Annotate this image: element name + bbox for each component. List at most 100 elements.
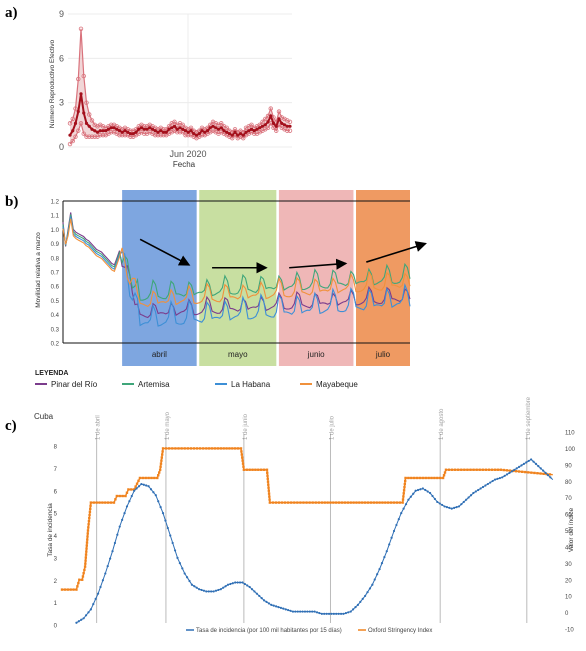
- chart-c-stringency-point: [277, 501, 281, 504]
- chart-c-stringency-point: [410, 476, 413, 480]
- chart-c-incidence-point: [260, 597, 263, 600]
- chart-c-stringency-point: [161, 453, 164, 456]
- chart-a-mean-point: [71, 129, 75, 133]
- chart-c-incidence-point: [445, 506, 449, 509]
- chart-c-incidence-point: [294, 610, 297, 613]
- chart-c-stringency-point: [87, 519, 91, 523]
- chart-a-mean-point: [183, 129, 188, 133]
- chart-c-incidence-point: [296, 610, 299, 613]
- chart-c-incidence-point: [113, 541, 117, 545]
- chart-c-incidence-point: [198, 588, 201, 591]
- chart-c-stringency-point: [542, 472, 545, 476]
- chart-c-incidence-point: [525, 461, 528, 464]
- chart-a-lower-point: [177, 130, 183, 135]
- chart-c-incidence-point: [104, 572, 107, 575]
- chart-a-mean-point: [95, 130, 100, 134]
- chart-c-stringency-point: [78, 578, 81, 581]
- chart-c-incidence-point: [484, 484, 487, 487]
- chart-a-mean-point: [208, 126, 212, 130]
- chart-c-stringency-point: [271, 501, 275, 504]
- chart-a-lower-point: [183, 132, 188, 138]
- chart-c-stringency-point: [317, 501, 320, 504]
- chart-a-ytick: 9: [59, 9, 64, 19]
- chart-c-incidence-point: [472, 491, 475, 495]
- chart-c-stringency-point: [76, 585, 79, 588]
- chart-c-incidence-point: [376, 573, 379, 576]
- chart-c-incidence-point: [542, 469, 545, 472]
- chart-c-stringency-point: [447, 468, 451, 471]
- chart-c-y1tick: 6: [54, 489, 58, 495]
- chart-c-incidence-point: [544, 471, 547, 474]
- chart-a-upper-point: [67, 121, 73, 126]
- chart-c-incidence-point: [385, 550, 388, 553]
- chart-c-incidence-point: [173, 549, 177, 552]
- chart-a-mean-point: [117, 129, 122, 133]
- chart-c-y2tick: -10: [565, 628, 574, 634]
- chart-a-mean-point: [205, 129, 210, 133]
- chart-c-stringency-point: [521, 470, 524, 473]
- chart-c-stringency-point: [472, 468, 475, 471]
- chart-c-stringency-point: [290, 501, 293, 504]
- chart-c-incidence-point: [426, 490, 429, 493]
- chart-a-lower-point: [70, 138, 75, 144]
- chart-c-stringency-point: [466, 468, 469, 471]
- chart-c-incidence-point: [532, 460, 535, 463]
- chart-c-incidence-point: [441, 503, 444, 507]
- chart-a-lower-point: [265, 125, 271, 130]
- chart-a-upper-point: [249, 122, 254, 128]
- chart-c-incidence-point: [205, 590, 208, 593]
- chart-c-incidence-point: [349, 610, 352, 613]
- chart-c-incidence-point: [373, 578, 376, 581]
- chart-c-stringency-point: [363, 501, 367, 504]
- chart-c-stringency-point: [267, 486, 270, 489]
- chart-b-series-1: [62, 214, 411, 301]
- chart-c-stringency-point: [508, 469, 512, 472]
- chart-c-stringency-point: [210, 447, 214, 450]
- chart-c-y1tick: 2: [54, 579, 58, 585]
- chart-c-y2tick: 0: [565, 611, 569, 617]
- chart-a-mean-point: [123, 129, 127, 133]
- chart-a-mean-point: [167, 127, 171, 131]
- chart-c-stringency-point: [438, 476, 442, 480]
- chart-c-incidence-point: [101, 579, 104, 582]
- chart-c-vline-label: 1 de septiembre: [526, 396, 532, 440]
- chart-c-stringency-point: [407, 476, 410, 480]
- chart-c-stringency-point: [164, 447, 168, 450]
- chart-a-mean-point: [189, 129, 193, 133]
- chart-c-incidence-point: [412, 492, 415, 495]
- chart-c-stringency-point: [245, 468, 248, 471]
- chart-b-ytick: 0.2: [51, 342, 60, 348]
- chart-c-incidence-point: [116, 533, 119, 536]
- chart-c-y2tick: 10: [565, 595, 572, 601]
- chart-a-upper-point: [287, 119, 293, 125]
- chart-c-stringency-point: [262, 468, 266, 471]
- chart-c-stringency-point: [132, 488, 136, 491]
- chart-c-stringency-point: [240, 450, 243, 453]
- chart-a-upper-point: [78, 26, 84, 31]
- chart-a-xtick: Jun 2020: [169, 149, 206, 159]
- chart-c-incidence-point: [186, 576, 189, 579]
- chart-c-incidence-point: [253, 590, 256, 593]
- chart-a-mean-point: [68, 133, 72, 137]
- chart-c-stringency-point: [85, 544, 88, 547]
- chart-c-stringency-point: [241, 462, 245, 465]
- panel-b-letter: b): [5, 194, 18, 210]
- chart-c-stringency-point: [266, 471, 269, 474]
- chart-c-stringency-point: [177, 447, 180, 450]
- chart-c-incidence-point: [421, 487, 424, 490]
- chart-c-incidence-point: [359, 600, 362, 603]
- chart-c-y2tick: 30: [565, 562, 572, 568]
- chart-c-y1tick: 4: [54, 534, 58, 540]
- chart-c-incidence-point: [311, 610, 314, 613]
- chart-a-ytick: 6: [59, 53, 64, 63]
- chart-a-mean-point: [225, 130, 229, 134]
- chart-c-stringency-point: [311, 501, 314, 504]
- chart-c-incidence-point: [250, 588, 254, 591]
- chart-c-incidence-point: [505, 473, 509, 476]
- chart-c-incidence-point: [438, 502, 441, 505]
- chart-c-stringency-point: [463, 468, 466, 471]
- chart-c-incidence-point: [135, 487, 138, 490]
- chart-c-stringency-point: [86, 532, 89, 535]
- chart-c-legend-label-0: Tasa de incidencia (por 100 mil habitant…: [196, 628, 342, 634]
